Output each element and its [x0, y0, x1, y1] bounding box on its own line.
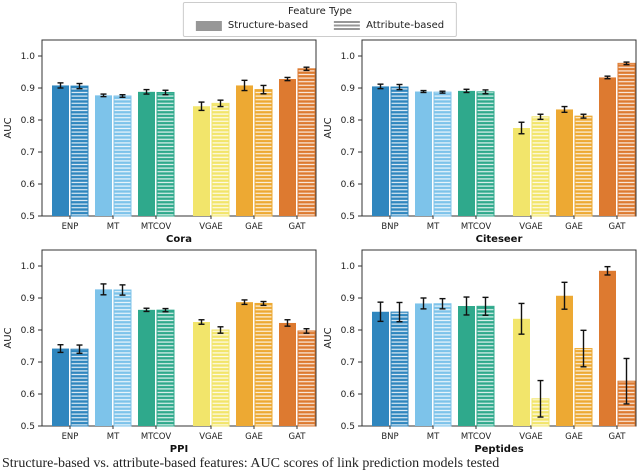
svg-text:Cora: Cora [166, 234, 192, 245]
svg-text:BNP: BNP [381, 222, 398, 232]
svg-text:ENP: ENP [62, 432, 79, 442]
svg-text:0.7: 0.7 [21, 148, 35, 158]
legend-item-attribute-based: Attribute-based [334, 20, 444, 31]
svg-text:0.5: 0.5 [341, 422, 355, 432]
svg-text:0.8: 0.8 [21, 326, 36, 336]
hatched-bar-swatch-icon [334, 20, 361, 31]
svg-text:0.9: 0.9 [341, 294, 356, 304]
svg-text:VGAE: VGAE [519, 432, 543, 442]
chart-citeseer: 0.5 0.6 0.7 0.8 0.9 1.0 AUC BNP MT MTCOV VGAE GAE GA… [323, 39, 637, 245]
svg-text:GAE: GAE [565, 432, 583, 442]
svg-text:0.7: 0.7 [21, 358, 35, 368]
svg-text:0.5: 0.5 [21, 212, 35, 222]
svg-text:Peptides: Peptides [474, 444, 523, 455]
legend-label-structure-based: Structure-based [227, 20, 309, 31]
svg-text:MTCOV: MTCOV [461, 432, 492, 442]
svg-text:0.9: 0.9 [341, 84, 356, 94]
svg-text:MTCOV: MTCOV [141, 222, 172, 232]
svg-text:0.6: 0.6 [341, 180, 356, 190]
svg-text:ENP: ENP [62, 222, 79, 232]
svg-text:VGAE: VGAE [199, 432, 223, 442]
legend-item-structure-based: Structure-based [195, 20, 309, 31]
svg-text:BNP: BNP [381, 432, 398, 442]
svg-text:0.5: 0.5 [341, 212, 355, 222]
figure-caption: Structure-based vs. attribute-based feat… [2, 456, 500, 471]
svg-text:1.0: 1.0 [21, 52, 36, 62]
charts-grid: 0.5 0.6 0.7 0.8 0.9 1.0 AUC ENP MT MTCOV VGAE GAE GA… [0, 34, 640, 458]
svg-text:1.0: 1.0 [21, 262, 36, 272]
svg-text:0.9: 0.9 [21, 84, 36, 94]
svg-text:Citeseer: Citeseer [476, 234, 523, 245]
chart-peptides: 0.5 0.6 0.7 0.8 0.9 1.0 AUC BNP MT MTCOV VGAE GAE GA… [323, 249, 637, 455]
svg-text:0.9: 0.9 [21, 294, 36, 304]
svg-text:GAT: GAT [289, 432, 307, 442]
chart-ppi: 0.5 0.6 0.7 0.8 0.9 1.0 AUC ENP MT MTCOV VGAE GAE GA… [3, 249, 317, 455]
svg-text:0.7: 0.7 [341, 358, 355, 368]
svg-text:1.0: 1.0 [341, 262, 356, 272]
chart-cora: 0.5 0.6 0.7 0.8 0.9 1.0 AUC ENP MT MTCOV VGAE GAE GA… [3, 39, 317, 245]
svg-text:0.6: 0.6 [21, 180, 36, 190]
svg-text:MTCOV: MTCOV [461, 222, 492, 232]
legend-items: Structure-based Attribute-based [195, 20, 444, 31]
svg-text:AUC: AUC [323, 327, 334, 348]
svg-text:AUC: AUC [3, 327, 14, 348]
legend-label-attribute-based: Attribute-based [366, 20, 445, 31]
svg-text:MTCOV: MTCOV [141, 432, 172, 442]
svg-text:GAE: GAE [565, 222, 583, 232]
svg-text:MT: MT [107, 222, 120, 232]
svg-text:VGAE: VGAE [519, 222, 543, 232]
svg-text:GAT: GAT [609, 432, 627, 442]
svg-text:MT: MT [427, 222, 440, 232]
svg-text:0.6: 0.6 [21, 390, 36, 400]
svg-text:0.8: 0.8 [21, 116, 36, 126]
svg-text:AUC: AUC [3, 117, 14, 138]
svg-text:GAT: GAT [289, 222, 307, 232]
svg-text:0.7: 0.7 [341, 148, 355, 158]
svg-text:AUC: AUC [323, 117, 334, 138]
legend: Feature Type Structure-based Attribute-b… [182, 2, 458, 37]
svg-text:PPI: PPI [170, 444, 188, 455]
svg-text:GAE: GAE [245, 432, 263, 442]
svg-text:MT: MT [107, 432, 120, 442]
svg-text:1.0: 1.0 [341, 52, 356, 62]
svg-text:0.6: 0.6 [341, 390, 356, 400]
legend-title: Feature Type [288, 6, 352, 17]
svg-text:VGAE: VGAE [199, 222, 223, 232]
svg-text:0.8: 0.8 [341, 116, 356, 126]
svg-text:GAE: GAE [245, 222, 263, 232]
svg-text:GAT: GAT [609, 222, 627, 232]
solid-bar-swatch-icon [195, 20, 222, 31]
svg-text:0.5: 0.5 [21, 422, 35, 432]
svg-text:0.8: 0.8 [341, 326, 356, 336]
svg-text:MT: MT [427, 432, 440, 442]
